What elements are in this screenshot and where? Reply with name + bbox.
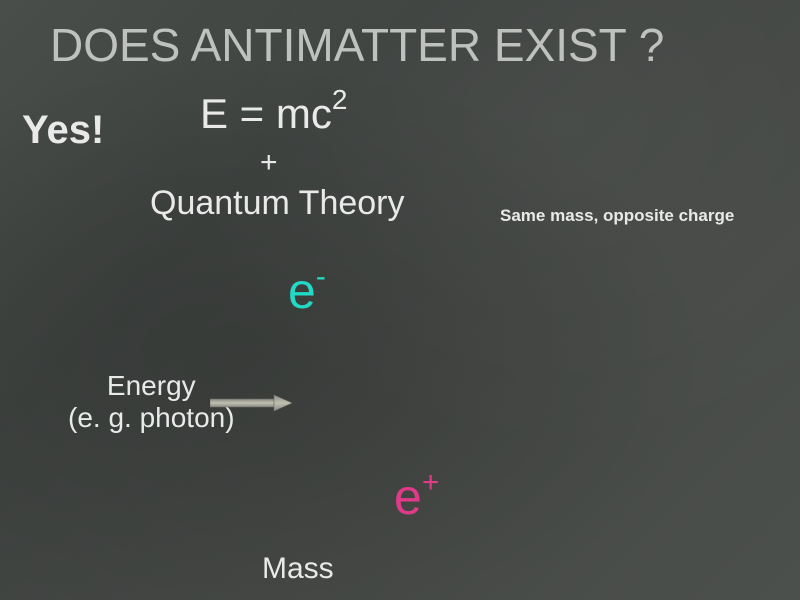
equation-exponent: 2 (332, 84, 348, 115)
page-title: DOES ANTIMATTER EXIST ? (50, 18, 664, 72)
plus-sign: + (260, 146, 278, 180)
positron-symbol: e+ (394, 468, 439, 526)
energy-line1: Energy (107, 370, 196, 401)
equation-lhs: E = mc (200, 90, 332, 137)
positron-letter: e (394, 469, 422, 525)
electron-symbol: e- (288, 262, 326, 320)
positron-charge: + (422, 466, 440, 499)
arrow-icon (210, 394, 292, 412)
answer-yes: Yes! (22, 108, 104, 153)
electron-letter: e (288, 263, 316, 319)
slide: DOES ANTIMATTER EXIST ? Yes! E = mc2 + Q… (0, 0, 800, 600)
equation-emc2: E = mc2 (200, 88, 347, 138)
electron-charge: - (316, 260, 326, 293)
note-same-mass: Same mass, opposite charge (500, 206, 734, 226)
mass-label: Mass (262, 552, 334, 586)
quantum-theory-label: Quantum Theory (150, 184, 405, 223)
